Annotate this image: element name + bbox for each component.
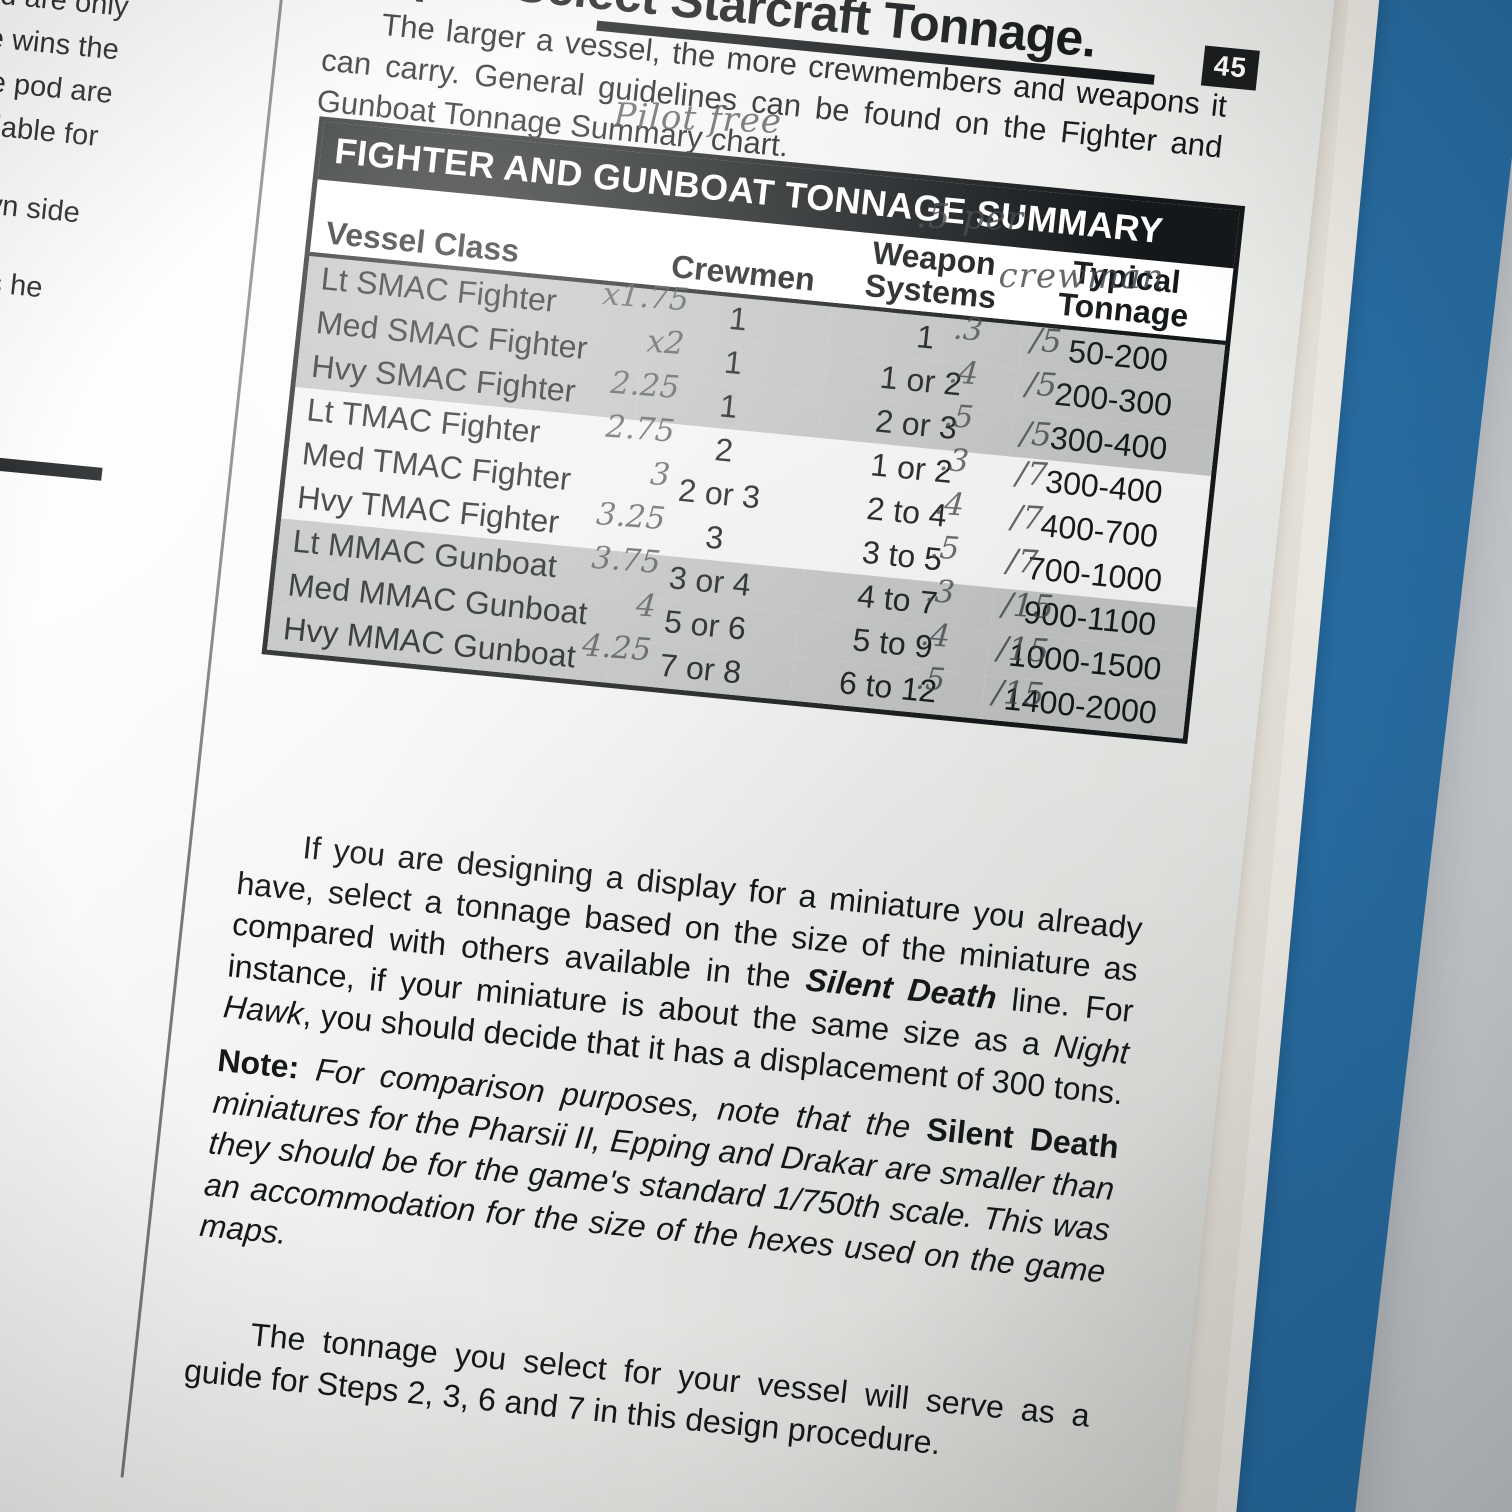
handwritten-tonnage-decimal: .5 <box>914 660 947 699</box>
tonnage-summary-table: FIGHTER AND GUNBOAT TONNAGE SUMMARY Vess… <box>261 116 1246 745</box>
handwritten-margin-fraction: /7 <box>1010 497 1045 538</box>
handwritten-tonnage-decimal: .4 <box>933 485 966 524</box>
handwritten-tonnage-decimal: .4 <box>918 616 952 655</box>
handwritten-tonnage-decimal: .3 <box>937 441 971 480</box>
handwritten-tonnage-decimal: .5 <box>942 397 975 436</box>
handwritten-tonnage-decimal: .5 <box>928 529 961 568</box>
handwritten-margin-fraction: /7 <box>1005 541 1040 582</box>
handwritten-tonnage-decimal: .4 <box>947 354 980 393</box>
handwritten-margin-fraction: /5 <box>1029 320 1064 361</box>
handwritten-margin-fraction: /5 <box>1024 364 1059 405</box>
handwritten-margin-fraction: /5 <box>1019 414 1054 454</box>
printed-content: ayers are life pod are only at side wins… <box>0 0 1260 1478</box>
handwritten-margin-fraction: /7 <box>1014 453 1049 494</box>
handwritten-margin-fraction: /15 <box>991 672 1046 714</box>
handwritten-tonnage-decimal: .3 <box>923 572 957 611</box>
handwritten-margin-fraction: /15 <box>1000 585 1055 627</box>
note-label: Note: <box>215 1041 302 1086</box>
paragraph-tonnage-guide: The tonnage you select for your vessel w… <box>182 1316 1092 1461</box>
page-number-badge: 45 <box>1200 45 1260 91</box>
handwritten-tonnage-decimal: .3 <box>951 310 985 349</box>
right-column: 45 Step 1: Select Starcraft Tonnage. The… <box>183 0 1260 1461</box>
handwritten-margin-fraction: /15 <box>996 628 1051 670</box>
